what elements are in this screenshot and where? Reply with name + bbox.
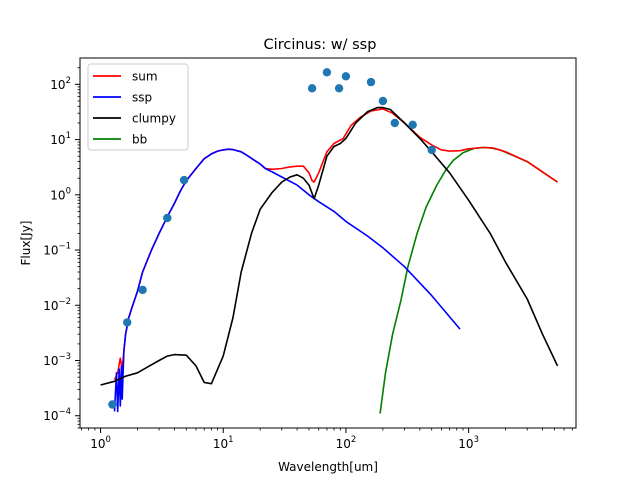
y-tick-label: 10−4	[43, 407, 71, 423]
legend-box	[87, 63, 189, 151]
observations-layer	[108, 68, 436, 409]
observation-point	[390, 118, 399, 128]
observation-point	[408, 120, 417, 129]
y-tick-label: 100	[50, 186, 71, 202]
series-layer	[100, 106, 559, 414]
observation-point	[138, 285, 147, 295]
plot-area: 100 101 102 103 10−4 10−3 10−2 10−1 100 101 102	[43, 57, 577, 451]
observation-point	[378, 96, 388, 106]
observation-point	[179, 175, 189, 185]
observation-point	[427, 145, 436, 155]
x-tick-label: 101	[213, 435, 234, 451]
y-tick-label: 10−2	[43, 297, 71, 313]
observation-point	[307, 84, 317, 93]
observation-point	[123, 318, 132, 327]
legend-label-clumpy: clumpy	[132, 112, 176, 126]
y-axis-label: Flux[Jy]	[19, 221, 33, 266]
legend-label-bb: bb	[132, 133, 147, 147]
series-line-ssp	[113, 148, 461, 413]
y-tick-label: 101	[50, 131, 71, 147]
observation-point	[322, 68, 332, 77]
legend-label-sum: sum	[132, 70, 158, 84]
legend-label-ssp: ssp	[132, 91, 152, 105]
y-tick-label: 102	[50, 76, 71, 92]
observation-point	[108, 400, 117, 409]
observation-point	[163, 213, 172, 223]
y-tick-label: 10−3	[43, 352, 71, 368]
legend: sum ssp clumpy bb	[87, 63, 189, 151]
ticks-layer: 100 101 102 103 10−4 10−3 10−2 10−1 100 101 102	[43, 67, 573, 451]
chart-title: Circinus: w/ ssp	[264, 37, 377, 53]
x-tick-label: 102	[336, 435, 357, 451]
observation-point	[366, 77, 376, 87]
observation-point	[341, 72, 351, 81]
x-tick-label: 100	[90, 435, 111, 451]
y-tick-label: 10−1	[43, 242, 71, 258]
x-tick-label: 103	[458, 435, 479, 451]
plot-frame	[79, 57, 577, 429]
x-axis-label: Wavelength[um]	[278, 460, 378, 474]
observation-point	[334, 84, 344, 93]
